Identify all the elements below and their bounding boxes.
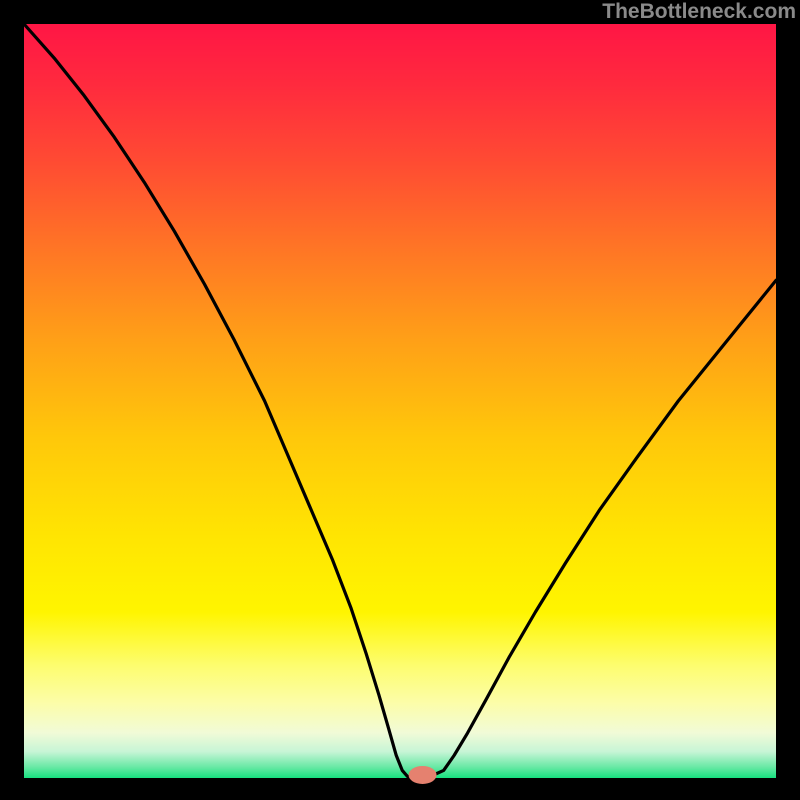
chart-canvas: { "watermark": { "text": "TheBottleneck.…: [0, 0, 800, 800]
plot-background: [24, 24, 776, 778]
optimum-marker: [409, 766, 437, 784]
watermark-text: TheBottleneck.com: [602, 0, 796, 24]
chart-svg: [0, 0, 800, 800]
